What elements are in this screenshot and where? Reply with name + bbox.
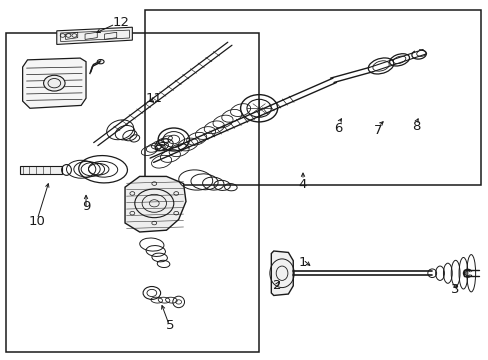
Bar [5,33,259,352]
Text: 6: 6 [334,122,342,135]
Text: 1: 1 [298,256,306,269]
Text: 4: 4 [298,178,306,191]
Polygon shape [57,27,132,44]
Text: 7: 7 [374,124,382,137]
Text: 5: 5 [165,319,174,332]
Bar [20,166,61,174]
Text: 8: 8 [411,121,420,134]
Polygon shape [22,58,86,108]
Polygon shape [125,176,185,232]
Circle shape [43,75,65,91]
Text: 10: 10 [29,215,45,228]
Text: 2: 2 [273,279,281,292]
Text: 11: 11 [146,92,163,105]
Text: 12: 12 [113,16,130,29]
Bar [144,10,480,185]
Text: 9: 9 [81,201,90,213]
Text: 3: 3 [450,283,458,296]
Polygon shape [271,251,293,296]
